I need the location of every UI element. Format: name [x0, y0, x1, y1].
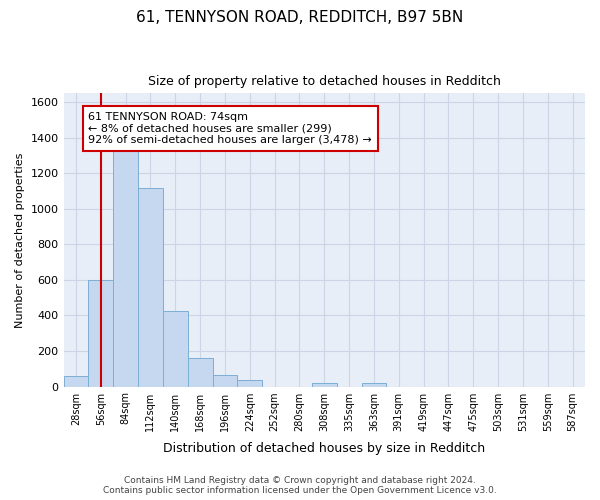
Bar	[212, 375, 238, 386]
Bar	[312, 383, 337, 386]
X-axis label: Distribution of detached houses by size in Redditch: Distribution of detached houses by size …	[163, 442, 485, 455]
Bar	[163, 311, 188, 386]
Text: 61 TENNYSON ROAD: 74sqm
← 8% of detached houses are smaller (299)
92% of semi-de: 61 TENNYSON ROAD: 74sqm ← 8% of detached…	[88, 112, 372, 145]
Bar	[188, 358, 212, 386]
Bar	[113, 148, 138, 386]
Bar	[138, 188, 163, 386]
Y-axis label: Number of detached properties: Number of detached properties	[15, 152, 25, 328]
Bar	[238, 380, 262, 386]
Text: 61, TENNYSON ROAD, REDDITCH, B97 5BN: 61, TENNYSON ROAD, REDDITCH, B97 5BN	[136, 10, 464, 25]
Text: Contains HM Land Registry data © Crown copyright and database right 2024.
Contai: Contains HM Land Registry data © Crown c…	[103, 476, 497, 495]
Bar	[362, 383, 386, 386]
Title: Size of property relative to detached houses in Redditch: Size of property relative to detached ho…	[148, 75, 501, 88]
Bar	[88, 280, 113, 386]
Bar	[64, 376, 88, 386]
